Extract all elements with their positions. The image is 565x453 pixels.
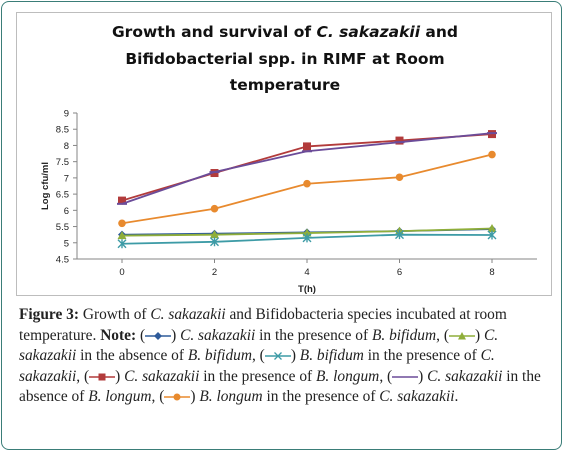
caption-species: C. sakazakii	[150, 306, 226, 323]
caption-paren: )	[190, 388, 200, 405]
legend-swatch-diamond	[145, 331, 172, 340]
y-tick-label: 8	[64, 141, 69, 152]
data-point-triangle	[117, 231, 127, 240]
caption-text: in the absence of	[19, 367, 541, 406]
data-point-triangle	[302, 228, 312, 237]
chart-title-segment: temperature	[230, 76, 340, 94]
caption-species: C. sakazakii	[427, 367, 503, 385]
data-point-cross	[487, 230, 497, 240]
caption-paren: (	[387, 367, 393, 385]
caption-separator: ,	[151, 388, 160, 405]
caption-species: C. sakazakii	[124, 367, 200, 385]
y-tick-label: 5	[64, 238, 69, 249]
caption-paren: (	[136, 326, 146, 344]
caption-paren: (	[259, 347, 265, 364]
legend-swatch-mark	[154, 331, 163, 340]
caption-paren: )	[418, 367, 428, 385]
data-point-triangle	[487, 224, 497, 233]
y-axis-label: Log cfu/ml	[40, 162, 51, 210]
caption-separator: ,	[76, 367, 84, 385]
caption-paren: (	[443, 326, 449, 344]
legend-swatch-mark	[98, 373, 106, 381]
legend-swatch-cross	[264, 352, 291, 361]
legend-swatch-mark	[457, 331, 466, 340]
data-point-cross	[117, 239, 127, 249]
caption-species: C. sakazakii	[379, 388, 455, 405]
line-chart: Growth and survival of C. sakazakii and B…	[40, 23, 537, 295]
legend-swatch-line	[392, 376, 419, 378]
legend-swatch-triangle	[448, 331, 475, 340]
data-point-square	[303, 142, 311, 151]
legend-swatch-square	[89, 373, 116, 381]
caption-separator: ,	[436, 326, 444, 344]
caption-text: in the presence of	[199, 367, 317, 385]
y-tick-label: 9	[64, 109, 69, 120]
x-tick-label: 2	[212, 267, 217, 278]
data-point-circle	[395, 173, 404, 182]
data-point-triangle	[210, 230, 219, 239]
y-tick-label: 4.5	[56, 255, 69, 266]
data-point-cross	[302, 233, 312, 243]
caption-paren: )	[171, 326, 181, 344]
data-point-circle	[488, 150, 496, 159]
x-tick-label: 0	[119, 267, 124, 278]
data-point-square	[118, 196, 126, 205]
caption-species: C. sakazakii	[19, 326, 499, 365]
data-point-cross	[395, 230, 404, 240]
caption-paren: (	[83, 367, 90, 385]
caption-separator: ,	[379, 367, 388, 385]
caption-paren: )	[115, 367, 125, 385]
caption-text: in the presence of	[262, 388, 380, 405]
caption-text: in the presence of	[255, 326, 372, 344]
caption-species: B. bifidum	[299, 347, 364, 364]
chart-title-segment: and	[420, 23, 458, 41]
data-point-circle	[210, 204, 219, 213]
chart-title-segment: C. sakazakii	[317, 23, 421, 41]
caption-paren: (	[159, 388, 165, 405]
figure-caption: Figure 3: Growth of C. sakazakii and Bif…	[19, 305, 551, 408]
caption-paren: )	[290, 347, 300, 364]
caption-note-label: Note:	[100, 326, 137, 344]
caption-species: B. longum	[88, 388, 152, 405]
caption-species: C. sakazakii	[19, 347, 495, 385]
chart-title-line: Growth and survival of C. sakazakii and	[112, 23, 458, 41]
y-tick-label: 7.5	[56, 157, 69, 168]
caption-separator: ,	[251, 347, 260, 364]
y-tick-label: 6.5	[56, 190, 69, 201]
caption-figure-label: Figure 3:	[19, 306, 79, 323]
chart-title-segment: Bifidobacterial spp. in RIMF at Room	[125, 50, 444, 68]
y-tick-label: 5.5	[56, 222, 69, 233]
x-tick-label: 4	[304, 267, 309, 278]
legend-swatch-mark	[273, 352, 282, 361]
caption-text: in the absence of	[76, 347, 188, 364]
y-tick-label: 8.5	[56, 125, 69, 136]
chart-title-segment: Growth and survival of	[112, 23, 317, 41]
chart-title-line: temperature	[230, 76, 340, 94]
data-point-cross	[210, 237, 219, 247]
caption-species: B. bifidum	[187, 347, 252, 364]
caption-species: B. longum	[316, 367, 380, 385]
chart-title-line: Bifidobacterial spp. in RIMF at Room	[125, 50, 444, 68]
caption-paren: )	[474, 326, 484, 344]
caption-species: C. sakazakii	[180, 326, 256, 344]
caption-text: in the presence of	[363, 347, 481, 364]
data-point-circle	[303, 179, 311, 188]
caption-text: and Bifidobacteria species incubated at …	[19, 306, 507, 344]
x-axis-label: T(h)	[298, 284, 316, 295]
caption-text: Growth of	[78, 306, 151, 323]
data-point-circle	[118, 219, 126, 228]
x-tick-label: 8	[489, 267, 494, 278]
x-tick-label: 6	[397, 267, 402, 278]
caption-separator: .	[454, 388, 459, 405]
chart-panel: Growth and survival of C. sakazakii and B…	[16, 12, 552, 296]
y-tick-label: 6	[64, 206, 69, 217]
legend-swatch-circle	[164, 393, 191, 401]
series-line-6	[121, 153, 493, 225]
caption-species: B. bifidum	[371, 326, 437, 344]
legend-swatch-mark	[173, 393, 181, 401]
caption-species: B. longum	[199, 388, 263, 405]
data-point-square	[395, 136, 404, 145]
y-tick-label: 7	[64, 173, 69, 184]
